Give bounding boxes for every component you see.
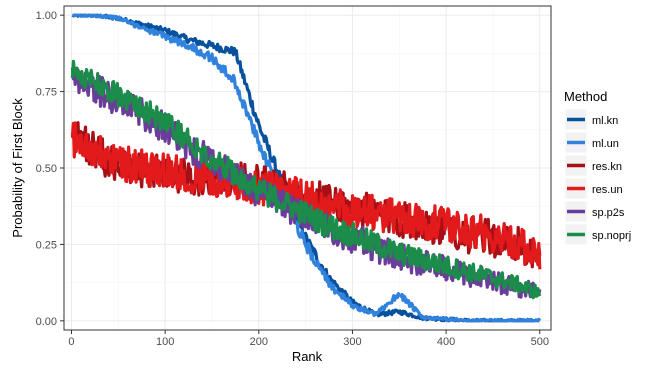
legend-label: ml.kn: [592, 115, 618, 127]
x-tick-label: 300: [343, 336, 361, 348]
legend-label: sp.noprj: [592, 230, 631, 242]
legend-label: ml.un: [592, 138, 619, 150]
y-tick-label: 0.00: [36, 316, 57, 328]
series-line-sp-noprj: [70, 59, 542, 300]
x-axis-title: Rank: [292, 349, 323, 364]
x-axis: 0 100 200 300 400 500: [68, 330, 549, 348]
legend-label: sp.p2s: [592, 207, 625, 219]
y-tick-label: 0.75: [36, 87, 57, 99]
grid: [64, 6, 551, 330]
x-tick-label: 200: [250, 336, 268, 348]
y-tick-label: 1.00: [36, 10, 57, 22]
series-line-res-un: [70, 121, 542, 270]
legend: Method ml.kn ml.un res.kn res.un sp.p2s sp.no…: [564, 89, 631, 246]
series-line-ml-un: [71, 13, 542, 323]
legend-label: res.kn: [592, 161, 622, 173]
x-tick-label: 100: [156, 336, 174, 348]
x-tick-label: 500: [531, 336, 549, 348]
legend-title: Method: [564, 89, 607, 104]
y-tick-label: 0.25: [36, 239, 57, 251]
x-tick-label: 400: [437, 336, 455, 348]
y-axis-title: Probability of First Block: [10, 98, 25, 238]
series-layer: [70, 13, 542, 323]
legend-label: res.un: [592, 184, 623, 196]
y-tick-label: 0.50: [36, 163, 57, 175]
y-axis: 0.00 0.25 0.50 0.75 1.00: [36, 10, 64, 328]
x-tick-label: 0: [68, 336, 74, 348]
